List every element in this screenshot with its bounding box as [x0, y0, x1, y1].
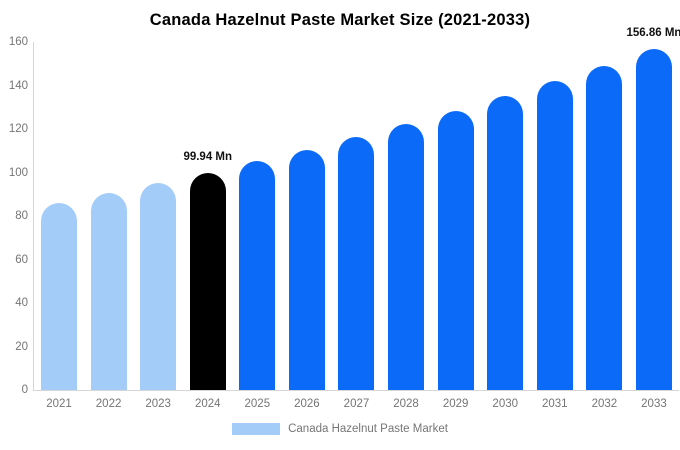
data-label-2033: 156.86 Mn [626, 26, 680, 39]
bar-2032 [586, 65, 623, 390]
data-label-2024: 99.94 Mn [183, 150, 233, 163]
y-tick-label: 0 [21, 384, 28, 396]
legend-swatch [232, 423, 281, 435]
x-axis-label-2025: 2025 [244, 398, 271, 410]
x-axis-label-2027: 2027 [343, 398, 370, 410]
x-axis-label-2021: 2021 [46, 398, 72, 410]
y-tick-label: 100 [8, 166, 28, 179]
bar-2022 [90, 193, 127, 390]
y-tick-label: 80 [15, 210, 28, 222]
bar-2026 [288, 149, 325, 390]
y-tick-label: 20 [15, 340, 28, 353]
bar-2029 [437, 110, 474, 390]
legend-label: Canada Hazelnut Paste Market [288, 423, 448, 435]
y-tick-label: 60 [15, 253, 28, 266]
legend: Canada Hazelnut Paste Market [0, 423, 680, 435]
chart-title: Canada Hazelnut Paste Market Size (2021-… [149, 11, 531, 29]
x-axis-line [33, 390, 679, 391]
x-axis-label-2031: 2031 [542, 398, 568, 410]
bar-2030 [487, 96, 524, 390]
x-axis-label-2030: 2030 [492, 398, 519, 410]
x-axis-label-2029: 2029 [442, 398, 469, 410]
y-tick-label: 40 [15, 297, 28, 309]
bar-2027 [338, 137, 375, 390]
y-tick-label: 160 [8, 36, 28, 48]
bar-2033 [635, 48, 672, 390]
bar-2023 [140, 183, 177, 390]
x-axis-label-2028: 2028 [393, 398, 419, 410]
x-axis-label-2032: 2032 [591, 398, 618, 410]
x-axis-label-2026: 2026 [294, 398, 320, 410]
y-tick-label: 120 [8, 123, 28, 135]
bar-2031 [536, 81, 573, 390]
x-axis-label-2022: 2022 [95, 398, 122, 410]
bar-2028 [388, 124, 425, 390]
y-tick-label: 140 [8, 79, 28, 92]
y-axis-line [33, 42, 34, 390]
x-axis-label-2023: 2023 [145, 398, 171, 410]
x-axis-label-2033: 2033 [641, 398, 667, 410]
x-axis-label-2024: 2024 [194, 398, 221, 410]
bar-2024 [189, 172, 226, 390]
bar-2021 [41, 202, 77, 390]
bar-2025 [239, 161, 276, 390]
